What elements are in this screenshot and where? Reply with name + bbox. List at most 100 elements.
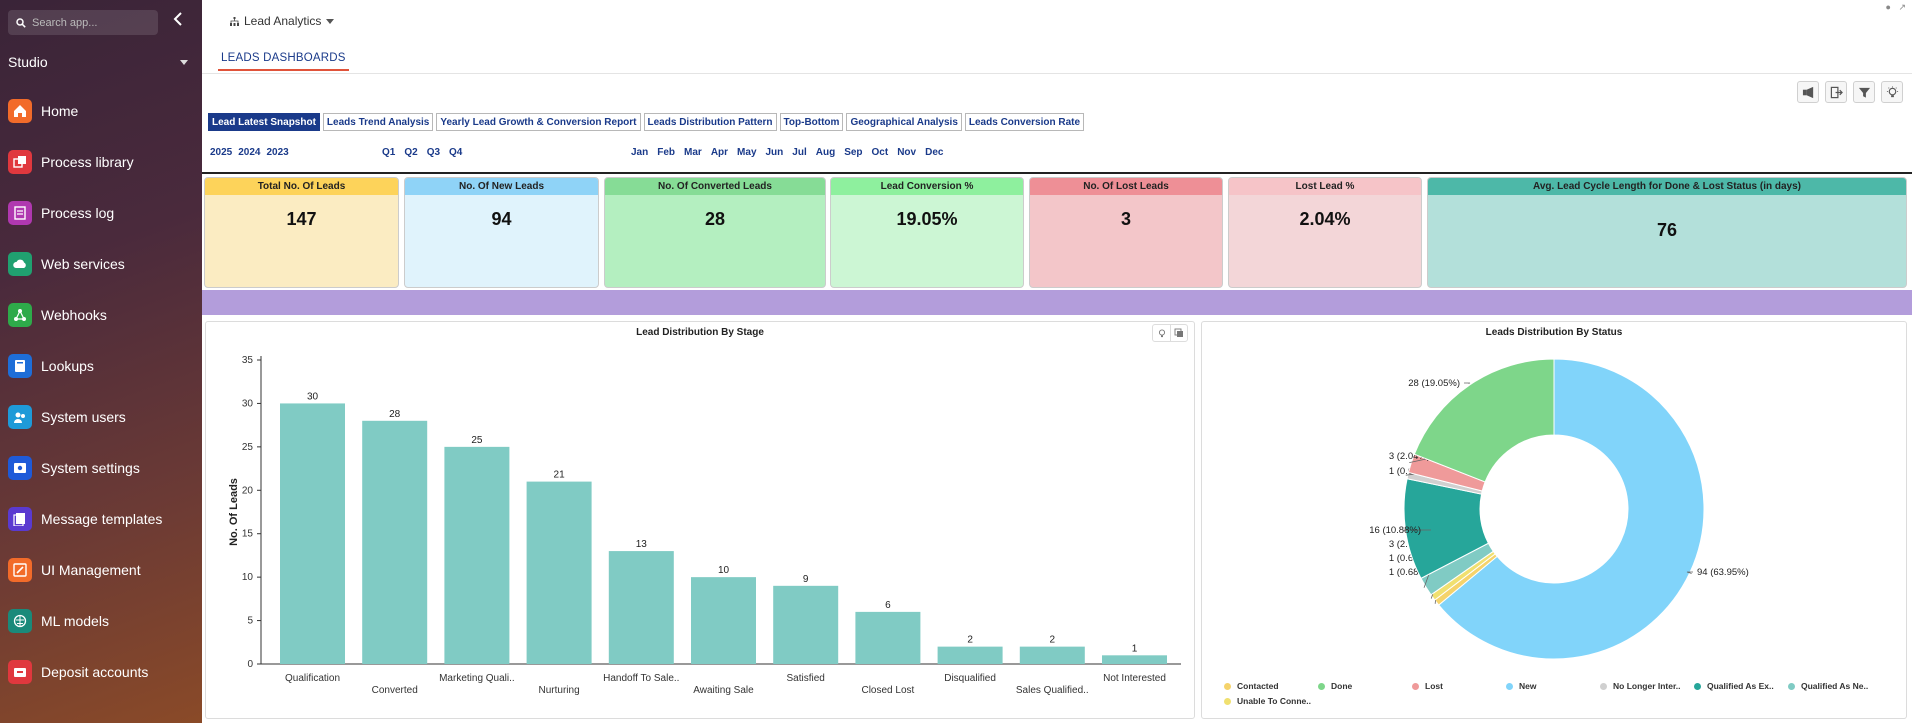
bar[interactable] <box>773 585 839 664</box>
year-filter-2025[interactable]: 2025 <box>210 147 233 158</box>
legend-item[interactable]: Lost <box>1412 681 1443 691</box>
quarter-filter-q2[interactable]: Q2 <box>404 147 418 158</box>
legend-item[interactable]: Done <box>1318 681 1352 691</box>
insights-icon[interactable] <box>1153 325 1170 341</box>
legend-item[interactable]: Contacted <box>1224 681 1279 691</box>
report-tab-leads-distribution-pattern[interactable]: Leads Distribution Pattern <box>643 113 777 131</box>
bar[interactable] <box>280 403 345 664</box>
month-filter-sep[interactable]: Sep <box>844 147 863 158</box>
sidebar-item-deposit-accounts[interactable]: Deposit accounts <box>8 657 198 687</box>
sidebar-item-message-templates[interactable]: Message templates <box>8 504 198 534</box>
expand-icon[interactable]: ↗ <box>1898 2 1906 12</box>
month-filter-may[interactable]: May <box>737 147 757 158</box>
x-tick-label: Closed Lost <box>861 685 914 696</box>
kpi-label: No. Of New Leads <box>405 178 598 195</box>
sidebar-item-label: Process library <box>41 154 134 170</box>
kpi-value: 28 <box>704 209 726 229</box>
sidebar-item-home[interactable]: Home <box>8 96 198 126</box>
pie-slice[interactable] <box>1413 358 1555 483</box>
sidebar-item-process-log[interactable]: Process log <box>8 198 198 228</box>
bar[interactable] <box>608 551 674 664</box>
month-filter-dec[interactable]: Dec <box>925 147 944 158</box>
bar-value-label: 28 <box>389 409 401 420</box>
month-filter-jul[interactable]: Jul <box>792 147 807 158</box>
sidebar-item-web-services[interactable]: Web services <box>8 249 198 279</box>
report-tab-leads-trend-analysis[interactable]: Leads Trend Analysis <box>322 113 434 131</box>
tab-leads-dashboards[interactable]: LEADS DASHBOARDS <box>218 52 349 71</box>
year-filter-2023[interactable]: 2023 <box>266 147 289 158</box>
x-tick-label: Marketing Quali.. <box>439 673 515 684</box>
settings-dot-icon[interactable]: ● <box>1885 2 1891 12</box>
bar[interactable] <box>937 646 1003 664</box>
sidebar-item-system-settings[interactable]: System settings <box>8 453 198 483</box>
legend-item[interactable]: No Longer Inter.. <box>1600 681 1681 691</box>
bar[interactable] <box>691 577 756 664</box>
sidebar-item-label: System settings <box>41 460 140 476</box>
copy-icon[interactable] <box>1170 325 1187 341</box>
app-search[interactable] <box>8 10 158 35</box>
legend-item[interactable]: Unable To Conne.. <box>1224 696 1311 706</box>
report-tab-yearly-lead-growth-conversion-report[interactable]: Yearly Lead Growth & Conversion Report <box>436 113 641 131</box>
kpi-value: 76 <box>1656 220 1678 240</box>
month-filter-nov[interactable]: Nov <box>897 147 917 158</box>
legend-item[interactable]: New <box>1506 681 1536 691</box>
y-tick-label: 25 <box>242 442 254 453</box>
report-tab-top-bottom[interactable]: Top-Bottom <box>779 113 844 131</box>
report-tab-leads-conversion-rate[interactable]: Leads Conversion Rate <box>964 113 1085 131</box>
app-selector[interactable]: Lead Analytics <box>230 14 335 28</box>
quarter-filter-q3[interactable]: Q3 <box>426 147 441 158</box>
bar-value-label: 13 <box>636 539 648 550</box>
month-filter-jan[interactable]: Jan <box>631 147 649 158</box>
bar[interactable] <box>1019 646 1085 664</box>
bar[interactable] <box>855 611 921 664</box>
month-filter-oct[interactable]: Oct <box>871 147 889 158</box>
legend-item[interactable]: Qualified As Ex.. <box>1694 681 1774 691</box>
sidebar-item-ml-models[interactable]: ML models <box>8 606 198 636</box>
x-tick-label: Satisfied <box>787 673 825 684</box>
pie-slice[interactable] <box>1438 358 1705 660</box>
announce-button[interactable] <box>1797 81 1819 103</box>
bar[interactable] <box>1102 655 1167 664</box>
bar[interactable] <box>526 481 592 664</box>
report-tab-lead-latest-snapshot[interactable]: Lead Latest Snapshot <box>208 113 320 131</box>
export-icon <box>1830 86 1843 98</box>
legend-label: Lost <box>1425 681 1443 691</box>
month-filter-feb[interactable]: Feb <box>657 147 676 158</box>
sidebar-item-webhooks[interactable]: Webhooks <box>8 300 198 330</box>
quarter-filters: Q1 Q2 Q3 Q4 <box>382 147 462 158</box>
legend-item[interactable]: Qualified As Ne.. <box>1788 681 1868 691</box>
sidebar-item-lookups[interactable]: Lookups <box>8 351 198 381</box>
sidebar-item-system-users[interactable]: System users <box>8 402 198 432</box>
sidebar-item-process-library[interactable]: Process library <box>8 147 198 177</box>
search-icon <box>16 17 26 28</box>
filter-icon <box>1858 87 1870 98</box>
month-filter-aug[interactable]: Aug <box>815 147 836 158</box>
sidebar-item-label: Deposit accounts <box>41 664 149 680</box>
window-controls: ● ↗ <box>1886 2 1907 13</box>
bar[interactable] <box>362 420 428 664</box>
month-filter-jun[interactable]: Jun <box>765 147 784 158</box>
pie-slice-label: 1 (0.68%) <box>1389 567 1430 578</box>
divider <box>202 172 1912 174</box>
kpi-card: Total No. Of Leads 147 <box>204 177 399 288</box>
y-tick-label: 5 <box>247 616 253 627</box>
collapse-sidebar-button[interactable] <box>168 12 188 32</box>
filter-button[interactable] <box>1853 81 1875 103</box>
sidebar-item-ui-management[interactable]: UI Management <box>8 555 198 585</box>
search-input[interactable] <box>32 16 152 29</box>
studio-label: Studio <box>8 54 48 70</box>
report-tab-geographical-analysis[interactable]: Geographical Analysis <box>846 113 962 131</box>
insights-button[interactable] <box>1881 81 1903 103</box>
legend-label: Contacted <box>1237 681 1279 691</box>
quarter-filter-q1[interactable]: Q1 <box>382 147 396 158</box>
kpi-label: Avg. Lead Cycle Length for Done & Lost S… <box>1428 178 1906 195</box>
studio-selector[interactable]: Studio <box>8 52 188 72</box>
month-filter-apr[interactable]: Apr <box>710 147 729 158</box>
bar[interactable] <box>444 446 510 664</box>
pie-chart-title: Leads Distribution By Status <box>1485 327 1623 338</box>
export-button[interactable] <box>1825 81 1847 103</box>
month-filter-mar[interactable]: Mar <box>684 147 702 158</box>
quarter-filter-q4[interactable]: Q4 <box>449 147 463 158</box>
kpi-label: No. Of Lost Leads <box>1030 178 1222 195</box>
year-filter-2024[interactable]: 2024 <box>238 147 261 158</box>
